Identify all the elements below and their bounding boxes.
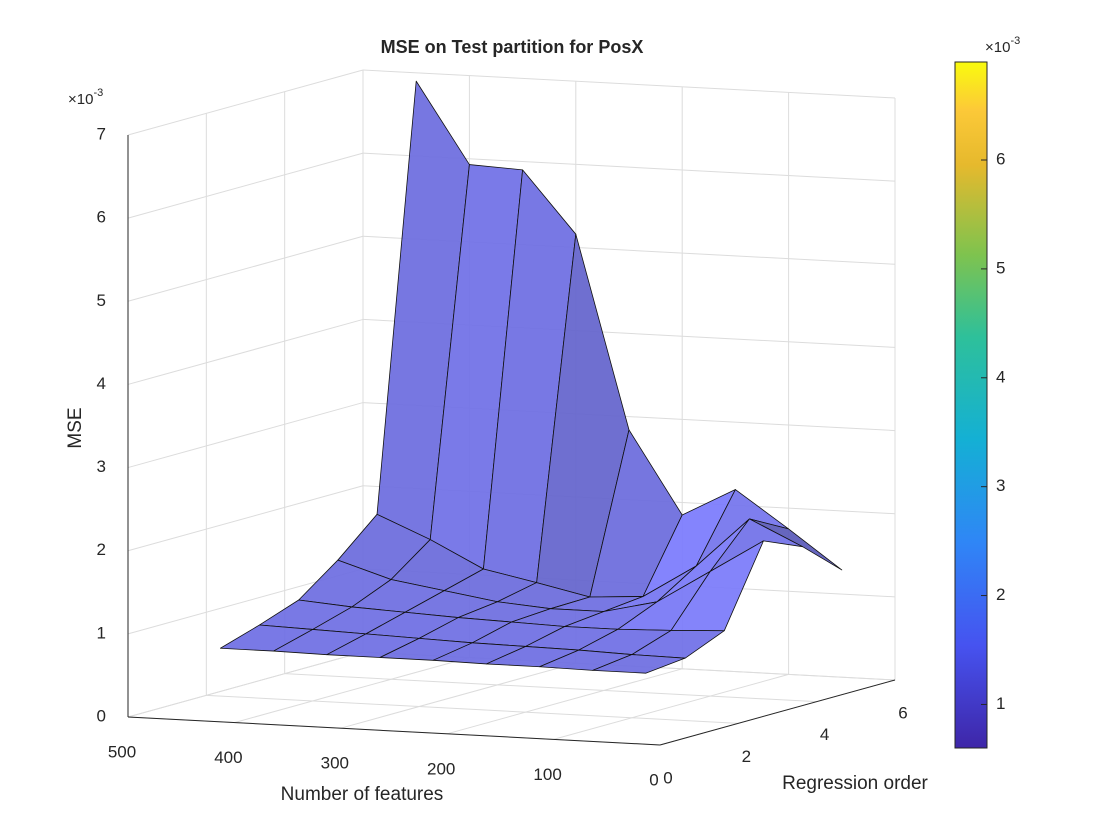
z-tick-label: 5	[97, 291, 106, 310]
z-tick-label: 3	[97, 457, 106, 476]
colorbar-tick-label: 1	[996, 694, 1005, 713]
grid-line	[284, 673, 817, 703]
x-axis-label: Number of features	[281, 784, 444, 805]
axis-line	[127, 716, 661, 746]
grid-line	[127, 651, 364, 718]
z-tick-label: 1	[97, 623, 106, 642]
grid-line	[127, 485, 364, 552]
grid-line	[447, 668, 683, 735]
multiplier-base: ×10	[68, 91, 93, 108]
grid-line	[127, 235, 364, 302]
y-axis-label: Regression order	[782, 773, 928, 794]
colorbar-tick-label: 3	[996, 476, 1005, 495]
colorbar-tick-label: 6	[996, 149, 1005, 168]
y-tick-label: 2	[742, 747, 751, 766]
x-tick-label: 500	[108, 742, 136, 761]
z-axis-label: MSE	[65, 407, 86, 448]
multiplier-exponent: -3	[1010, 35, 1020, 47]
multiplier-exponent: -3	[93, 87, 103, 99]
y-tick-label: 4	[820, 725, 829, 744]
x-tick-label: 400	[214, 748, 242, 767]
colorbar-tick-label: 2	[996, 585, 1005, 604]
axis-line	[659, 679, 896, 746]
z-tick-label: 4	[97, 374, 106, 393]
grid-line	[127, 402, 364, 469]
colorbar-tick-label: 4	[996, 367, 1005, 386]
grid-line	[127, 152, 364, 219]
x-tick-label: 300	[321, 754, 349, 773]
grid-line	[340, 662, 576, 729]
grid-line	[127, 318, 364, 385]
z-tick-label: 0	[97, 706, 106, 725]
x-tick-label: 100	[533, 765, 561, 784]
z-tick-label: 6	[97, 208, 106, 227]
colorbar-ticks: 1 2 3 4 5 6	[981, 149, 1005, 713]
y-tick-label: 0	[663, 768, 672, 787]
z-tick-label: 2	[97, 540, 106, 559]
multiplier-base: ×10	[985, 39, 1010, 56]
z-tick-label: 7	[97, 124, 106, 143]
grid-line	[362, 69, 896, 99]
surface-face	[592, 654, 686, 674]
z-multiplier: ×10-3	[68, 87, 103, 108]
grid-line	[553, 673, 789, 740]
colorbar-multiplier: ×10-3	[985, 35, 1020, 56]
surface-layer	[219, 80, 843, 674]
colorbar	[954, 61, 988, 749]
x-tick-label: 200	[427, 759, 455, 778]
x-tick-label: 0	[649, 770, 658, 789]
grid-line	[234, 657, 470, 724]
grid-line	[127, 69, 364, 136]
colorbar-tick-label: 5	[996, 258, 1005, 277]
y-tick-label: 6	[898, 703, 907, 722]
chart-title: MSE on Test partition for PosX	[381, 37, 644, 57]
grid-line	[206, 694, 739, 724]
